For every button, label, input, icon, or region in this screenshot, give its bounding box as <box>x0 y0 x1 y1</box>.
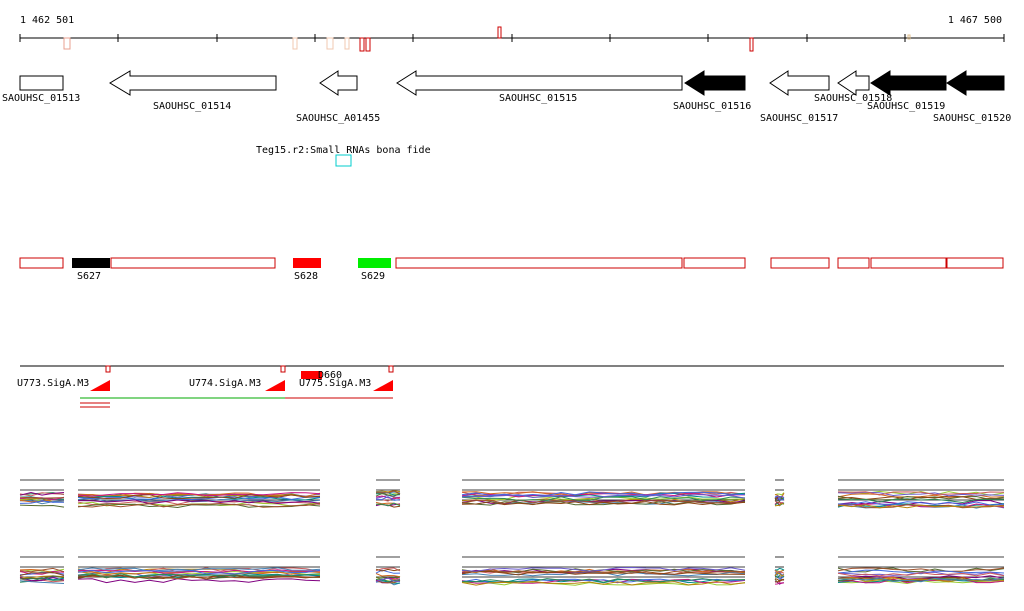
gene-label: SAOUHSC_01517 <box>760 113 838 124</box>
expression-panel <box>774 479 785 507</box>
gene-SAOUHSC_01515[interactable]: SAOUHSC_01515 <box>396 70 683 104</box>
gene-label: SAOUHSC_01520 <box>933 113 1011 124</box>
segment-S629[interactable]: S629 <box>358 258 391 282</box>
coordinate-ruler: 1 462 501 1 467 500 <box>19 15 1005 52</box>
ruler-end-label: 1 467 500 <box>948 15 1002 26</box>
expression-panel <box>837 479 1005 509</box>
expression-profiles <box>19 479 1005 586</box>
gene-label: SAOUHSC_01518 <box>814 93 892 104</box>
expression-panel <box>461 479 746 506</box>
promoter-label: U774.SigA.M3 <box>189 378 261 389</box>
ruler-feature-ticks <box>63 26 911 52</box>
gene-SAOUHSC_01513[interactable]: SAOUHSC_01513 <box>2 75 80 104</box>
segment-label: S629 <box>361 271 385 282</box>
gene-SAOUHSC_A01455[interactable]: SAOUHSC_A01455 <box>296 70 380 124</box>
expression-panel <box>375 479 401 508</box>
gene-label: SAOUHSC_01516 <box>673 101 751 112</box>
segment-label: S628 <box>294 271 318 282</box>
promoter-D660[interactable]: D660 <box>301 370 342 381</box>
segment-S628[interactable]: S628 <box>293 258 321 282</box>
promoter-label: U775.SigA.M3 <box>299 378 371 389</box>
promoter-U774[interactable]: U774.SigA.M3 <box>189 365 286 391</box>
segment-track: S627 S628 S629 <box>19 257 1004 282</box>
gene-SAOUHSC_01520[interactable]: SAOUHSC_01520 <box>933 70 1011 124</box>
gene-SAOUHSC_01518[interactable]: SAOUHSC_01518 <box>814 70 892 104</box>
promoter-U773[interactable]: U773.SigA.M3 <box>17 365 111 391</box>
gene-label: SAOUHSC_01514 <box>153 101 231 112</box>
gene-SAOUHSC_01516[interactable]: SAOUHSC_01516 <box>673 70 751 112</box>
expression-panel <box>77 479 321 509</box>
gene-label: SAOUHSC_01515 <box>499 93 577 104</box>
segment-label: S627 <box>77 271 101 282</box>
small-rna-track: Teg15.r2:Small RNAs bona fide <box>256 145 431 167</box>
ruler-start-label: 1 462 501 <box>20 15 74 26</box>
expression-panel <box>19 556 65 584</box>
transcript-lines <box>80 397 393 408</box>
expression-panel <box>375 556 401 586</box>
promoter-U775[interactable]: U775.SigA.M3 <box>299 365 394 391</box>
promoter-label: D660 <box>318 370 342 381</box>
gene-SAOUHSC_01519[interactable]: SAOUHSC_01519 <box>867 70 947 112</box>
expression-panel <box>19 479 65 508</box>
promoter-label: U773.SigA.M3 <box>17 378 89 389</box>
expression-panel <box>77 556 321 584</box>
expression-panel <box>837 556 1005 585</box>
small-rna-feature[interactable] <box>335 154 352 167</box>
expression-panel <box>461 556 746 586</box>
gene-label: SAOUHSC_01513 <box>2 93 80 104</box>
promoter-track: U773.SigA.M3 U774.SigA.M3 D660 U775.SigA… <box>17 365 1004 408</box>
gene-SAOUHSC_01514[interactable]: SAOUHSC_01514 <box>109 70 277 112</box>
small-rna-label: Teg15.r2:Small RNAs bona fide <box>256 145 431 156</box>
segment-S627[interactable]: S627 <box>72 258 110 282</box>
expression-panel <box>774 556 785 585</box>
gene-label: SAOUHSC_01519 <box>867 101 945 112</box>
gene-SAOUHSC_01517[interactable]: SAOUHSC_01517 <box>760 70 838 124</box>
gene-track: SAOUHSC_01513 SAOUHSC_01514 SAOUHSC_A014… <box>2 70 1011 124</box>
gene-label: SAOUHSC_A01455 <box>296 113 380 124</box>
